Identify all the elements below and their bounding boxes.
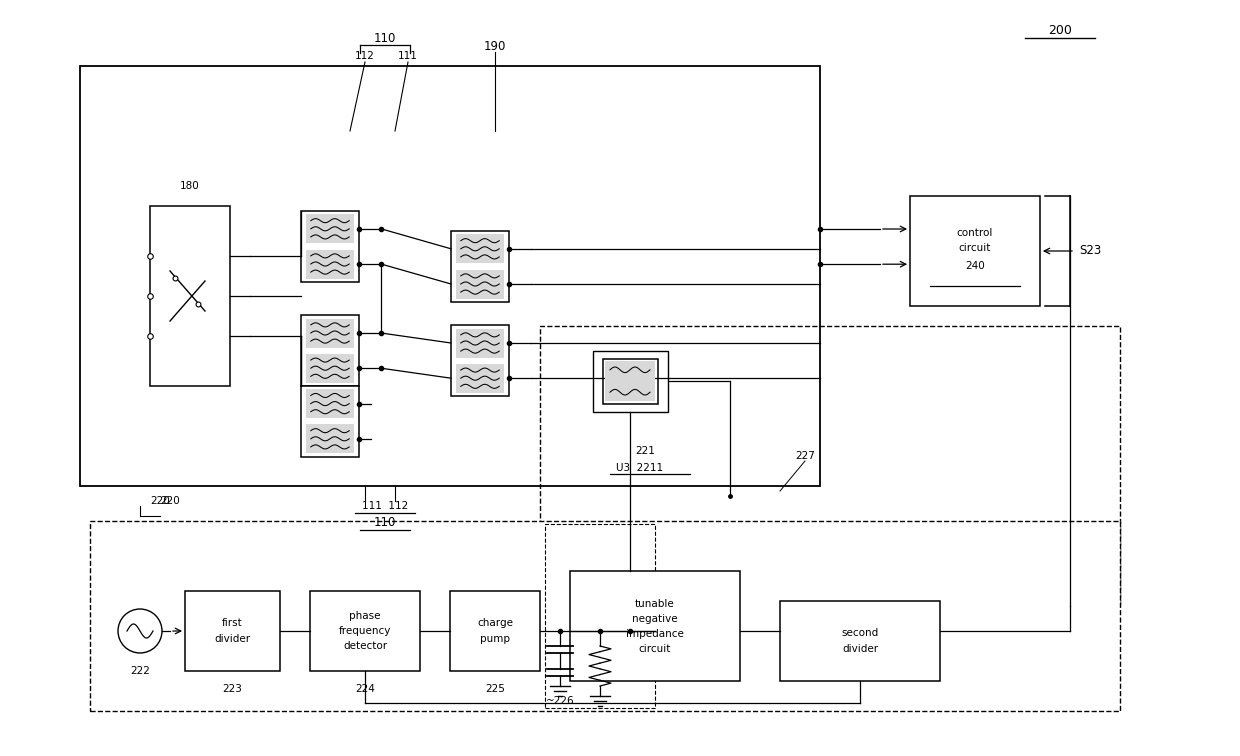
Bar: [593, 351, 667, 411]
Bar: [456, 269, 503, 299]
Bar: [780, 601, 940, 681]
Text: 227: 227: [795, 451, 815, 461]
Text: second: second: [842, 628, 879, 638]
Text: 220: 220: [160, 496, 180, 506]
Text: 111: 111: [398, 51, 418, 61]
Text: detector: detector: [343, 641, 387, 651]
Text: frequency: frequency: [339, 626, 391, 636]
Text: 200: 200: [1048, 24, 1071, 38]
Text: 240: 240: [965, 261, 985, 271]
Text: charge: charge: [477, 618, 513, 628]
Bar: [603, 358, 657, 404]
Bar: [306, 354, 353, 383]
Text: 111  112: 111 112: [362, 501, 408, 511]
Text: phase: phase: [350, 611, 381, 621]
Text: 222: 222: [130, 666, 150, 676]
Bar: [605, 361, 655, 401]
Text: 220: 220: [150, 496, 170, 506]
Text: 221: 221: [635, 446, 655, 456]
Bar: [306, 389, 353, 418]
Bar: [456, 364, 503, 392]
Text: 110: 110: [373, 516, 397, 529]
Text: circuit: circuit: [639, 644, 671, 654]
Text: circuit: circuit: [959, 243, 991, 253]
Text: 180: 180: [180, 181, 200, 191]
Bar: [910, 196, 1040, 306]
Text: divider: divider: [215, 634, 250, 644]
Bar: [301, 386, 360, 457]
Text: 110: 110: [373, 32, 397, 45]
Text: 225: 225: [485, 684, 505, 694]
Bar: [306, 318, 353, 348]
Bar: [570, 571, 740, 681]
Bar: [310, 591, 420, 671]
Bar: [185, 591, 280, 671]
Bar: [546, 524, 655, 708]
Bar: [306, 249, 353, 278]
Bar: [306, 424, 353, 454]
Text: control: control: [957, 228, 993, 238]
Bar: [150, 206, 229, 386]
Bar: [451, 325, 508, 396]
Text: negative: negative: [632, 614, 678, 624]
Bar: [450, 591, 539, 671]
Text: U3  2211: U3 2211: [616, 463, 663, 473]
Bar: [301, 315, 360, 386]
Text: S23: S23: [1079, 244, 1101, 258]
Bar: [81, 66, 820, 486]
Text: 223: 223: [222, 684, 243, 694]
Bar: [451, 231, 508, 302]
Text: ~226: ~226: [546, 696, 574, 706]
Bar: [456, 234, 503, 263]
Text: 190: 190: [484, 39, 506, 52]
Text: 224: 224: [355, 684, 374, 694]
Bar: [301, 211, 360, 282]
Bar: [539, 326, 1120, 606]
Bar: [306, 214, 353, 243]
Text: pump: pump: [480, 634, 510, 644]
Bar: [91, 521, 1120, 711]
Text: divider: divider: [842, 644, 878, 654]
Text: impedance: impedance: [626, 629, 684, 639]
Text: tunable: tunable: [635, 599, 675, 609]
Text: 112: 112: [355, 51, 374, 61]
Bar: [456, 329, 503, 358]
Text: first: first: [222, 618, 243, 628]
